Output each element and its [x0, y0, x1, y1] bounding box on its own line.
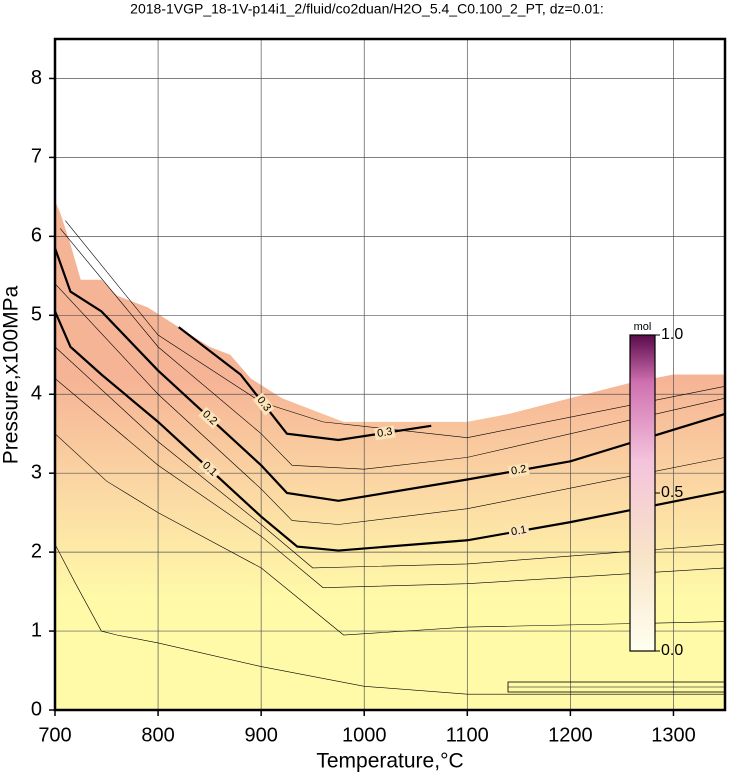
y-tick-label: 1 — [31, 619, 42, 641]
contour-label-bg — [198, 458, 222, 481]
x-tick-label: 1300 — [651, 724, 696, 746]
x-tick-label: 1200 — [548, 724, 593, 746]
contour-label-bg — [198, 406, 222, 430]
y-tick-label: 6 — [31, 225, 42, 247]
contour-line — [54, 544, 725, 695]
y-tick-label: 4 — [31, 383, 42, 405]
y-tick-label: 3 — [31, 461, 42, 483]
contour-label-bg — [507, 462, 530, 479]
contour-line — [54, 378, 726, 588]
contour-line — [54, 283, 726, 525]
colorbar-tick-label: 0.0 — [661, 642, 683, 659]
contour-line — [54, 433, 726, 636]
contour-label: 0.1 — [510, 524, 527, 538]
colorbar — [629, 334, 656, 652]
contour-label-bg — [252, 392, 275, 416]
y-axis-title: Pressure,x100MPa — [0, 285, 23, 464]
y-tick-label: 2 — [31, 540, 42, 562]
colorbar-tick-label: 1.0 — [661, 326, 683, 343]
plot-frame — [53, 37, 727, 712]
colorbar-tick-label: 0.5 — [661, 484, 683, 501]
x-axis-title: Temperature,°C — [316, 750, 463, 773]
contour-label-bg — [507, 523, 530, 539]
contour-line — [54, 346, 726, 569]
plot-area: 0.10.10.20.20.30.3 — [53, 39, 726, 711]
contour-label: 0.2 — [510, 463, 527, 477]
x-tick-label: 1100 — [446, 724, 489, 746]
contour-line — [59, 228, 726, 470]
x-tick-label: 900 — [244, 724, 277, 746]
x-tick-label: 700 — [38, 724, 71, 746]
x-tick-label: 800 — [141, 724, 174, 746]
data-domain — [55, 200, 725, 710]
contour-label-bg — [374, 425, 396, 441]
contour-line — [65, 220, 726, 438]
contour-label: 0.3 — [376, 426, 393, 440]
contour-line — [178, 326, 432, 442]
y-tick-label: 7 — [31, 146, 42, 168]
y-tick-label: 8 — [31, 67, 42, 89]
x-tick-label: 1000 — [342, 724, 387, 746]
y-tick-label: 5 — [31, 304, 42, 326]
colorbar-label: mol — [634, 321, 652, 333]
y-tick-label: 0 — [31, 698, 42, 720]
chart-title: 2018-1VGP_18-1V-p14i1_2/fluid/co2duan/H2… — [130, 1, 604, 17]
